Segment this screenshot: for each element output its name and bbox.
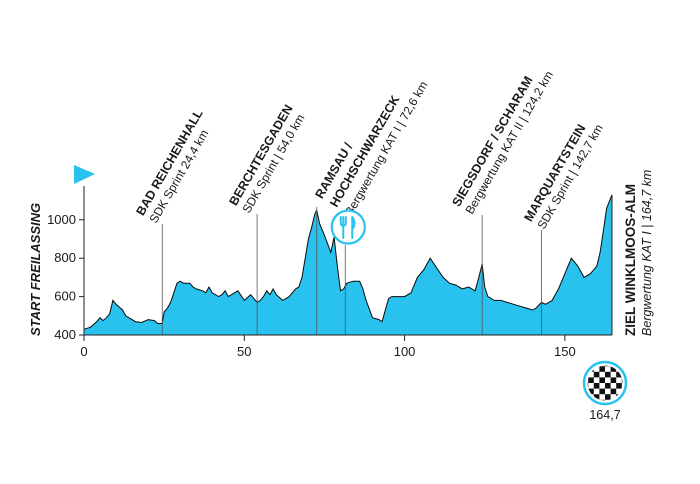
checker-square	[599, 399, 605, 401]
y-tick-label-2: 800	[54, 250, 76, 265]
checker-square	[599, 366, 605, 372]
checker-square	[621, 377, 623, 383]
fork-shape	[339, 216, 347, 239]
checker-square	[593, 394, 600, 400]
start-label-text: START FREILASSING	[28, 203, 43, 336]
checker-square	[616, 371, 622, 378]
start-label: START FREILASSING	[28, 203, 43, 336]
elevation-line	[83, 194, 613, 330]
checker-square	[587, 383, 589, 389]
x-tick-label-0: 0	[80, 344, 87, 359]
checker-square	[588, 388, 594, 395]
y-tick-label-3: 1000	[47, 212, 76, 227]
checker-square	[587, 365, 589, 367]
feed-zone-badge	[330, 209, 366, 245]
checker-square	[605, 383, 611, 389]
checker-square	[605, 371, 611, 378]
x-tick-label-3: 150	[554, 344, 576, 359]
elevation-area	[84, 194, 612, 335]
checker-square	[605, 365, 611, 367]
y-tick-label-0: 400	[54, 327, 76, 342]
start-flag-shape	[74, 165, 95, 184]
checker-square	[593, 371, 600, 378]
finish-name: ZIEL WINKLMOOS-ALM	[623, 184, 638, 336]
finish-label: ZIEL WINKLMOOS-ALM Bergwertung KAT I | 16…	[623, 170, 654, 336]
checker-square	[616, 383, 622, 389]
x-tick-label-2: 100	[394, 344, 416, 359]
checker-square	[599, 388, 605, 395]
y-tick-label-1: 600	[54, 289, 76, 304]
checker-square	[588, 377, 594, 383]
checker-square	[610, 388, 617, 395]
checker-square	[610, 377, 617, 383]
checkered-flag-icon	[582, 360, 628, 406]
finish-detail: Bergwertung KAT I | 164,7 km	[640, 170, 654, 336]
fork-knife-icon	[330, 209, 366, 245]
checker-square	[610, 366, 617, 372]
finish-km-label: 164,7	[589, 408, 620, 422]
x-tick-label-1: 50	[237, 344, 251, 359]
checker-square	[605, 394, 611, 400]
marker-name: SIEGSDORF / SCHARAM	[449, 74, 535, 209]
checker-square	[599, 377, 605, 383]
knife-shape	[351, 216, 356, 239]
checker-square	[593, 383, 600, 389]
checker-square	[621, 399, 623, 401]
flag-icon	[74, 165, 95, 184]
